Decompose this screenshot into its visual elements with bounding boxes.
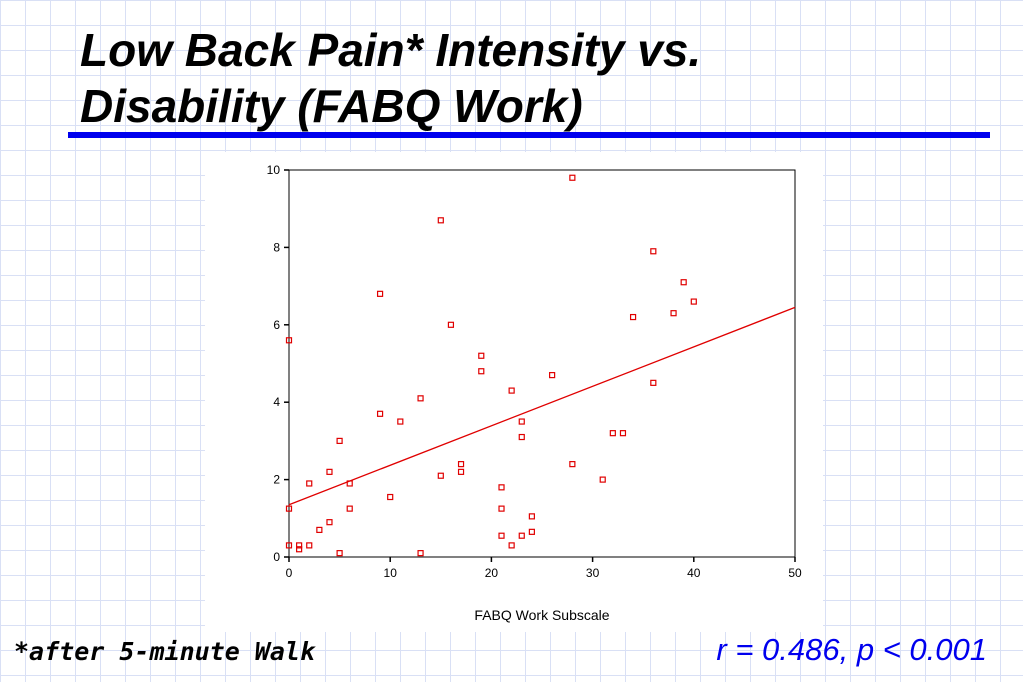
data-point <box>306 542 313 549</box>
data-point <box>498 484 505 491</box>
data-point <box>569 461 576 468</box>
data-point <box>285 542 293 549</box>
data-point <box>387 493 394 501</box>
data-point <box>478 368 485 375</box>
slide-title-line-1: Low Back Pain* Intensity vs. <box>80 24 702 76</box>
x-axis-label: FABQ Work Subscale <box>474 607 609 623</box>
regression-line <box>288 306 796 506</box>
data-point <box>478 352 485 359</box>
data-point <box>609 430 616 437</box>
data-point <box>376 410 384 417</box>
data-point <box>629 313 637 321</box>
y-tick-label: 4 <box>273 395 280 409</box>
data-point <box>457 461 465 468</box>
data-point <box>417 550 424 557</box>
data-point <box>650 248 657 255</box>
data-point <box>457 468 465 475</box>
data-point <box>447 321 455 328</box>
plot-frame <box>288 169 796 558</box>
data-point <box>508 542 515 549</box>
data-point <box>417 395 424 402</box>
data-point <box>690 298 697 305</box>
correlation-stat: r = 0.486, p < 0.001 <box>716 632 987 667</box>
y-tick-label: 8 <box>273 240 280 254</box>
slide-title-line-2: Disability (FABQ Work) <box>80 80 583 132</box>
data-point <box>680 279 687 286</box>
x-tick-label: 10 <box>384 566 398 580</box>
data-point <box>549 372 556 379</box>
data-point <box>326 519 333 526</box>
x-tick-label: 40 <box>687 566 701 580</box>
footnote: *after 5-minute Walk <box>14 637 316 666</box>
data-point <box>316 526 323 534</box>
x-tick-label: 50 <box>788 566 802 580</box>
x-tick-label: 0 <box>286 566 293 580</box>
x-tick-label: 30 <box>586 566 600 580</box>
x-tick-label: 20 <box>485 566 499 580</box>
data-point <box>498 532 505 539</box>
data-point <box>336 437 343 444</box>
data-point <box>336 550 343 557</box>
data-point <box>518 532 525 539</box>
data-point <box>508 387 515 394</box>
data-point <box>376 290 384 297</box>
data-point <box>528 513 535 520</box>
data-point <box>619 430 627 437</box>
y-tick-label: 0 <box>273 550 280 564</box>
data-point <box>296 542 303 549</box>
data-point <box>569 174 576 181</box>
data-point <box>670 310 677 317</box>
data-point <box>498 505 505 512</box>
data-point <box>285 505 293 512</box>
data-point <box>285 337 293 344</box>
data-point <box>518 433 525 441</box>
plot-panel: 0 10 20 30 40 50 0 2 4 6 8 10 FABQ Work Subscale <box>205 152 823 632</box>
data-point <box>518 418 525 425</box>
data-point <box>306 480 313 487</box>
data-point <box>599 476 606 483</box>
data-point <box>346 505 353 512</box>
scatter-chart: 0 10 20 30 40 50 0 2 4 6 8 10 FABQ Work Subscale <box>267 163 802 623</box>
data-point <box>528 528 535 535</box>
slide-title: Low Back Pain* Intensity vs. Disability … <box>80 22 980 134</box>
data-point <box>650 379 657 386</box>
data-point <box>437 472 444 479</box>
y-tick-label: 10 <box>267 163 281 177</box>
data-point <box>346 480 353 487</box>
data-point <box>296 546 303 553</box>
y-tick-label: 2 <box>273 473 280 487</box>
data-point <box>437 217 444 224</box>
title-underline-rule <box>68 132 990 138</box>
data-point <box>397 418 404 425</box>
y-tick-label: 6 <box>273 318 280 332</box>
data-point <box>326 468 333 475</box>
